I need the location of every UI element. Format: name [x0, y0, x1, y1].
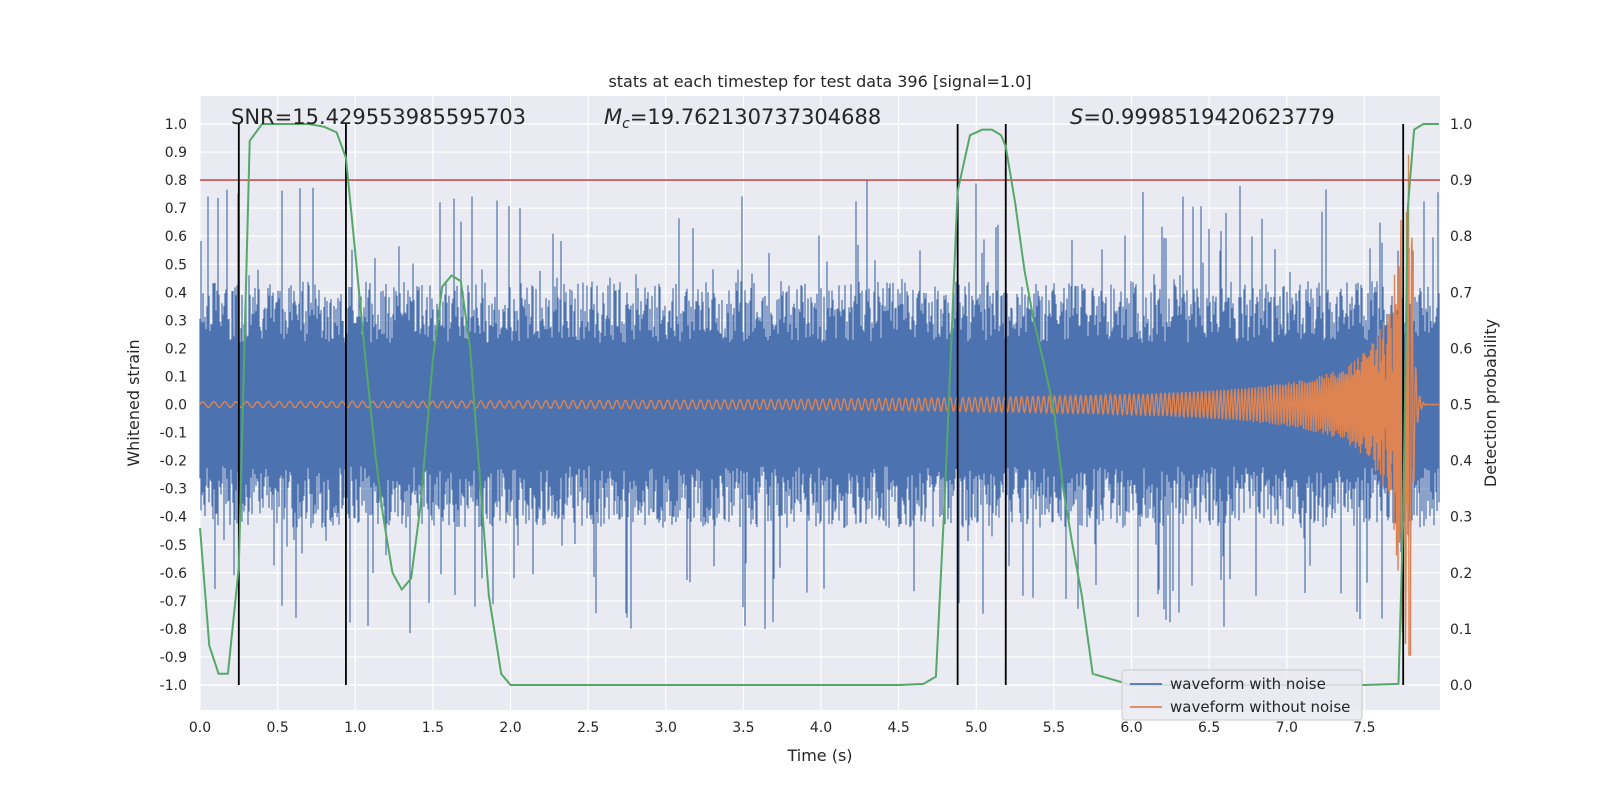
y-tick-label: 0.9 — [165, 145, 187, 161]
y2-axis-label: Detection probability — [1481, 319, 1500, 487]
legend-label-clean: waveform without noise — [1170, 698, 1350, 716]
y-tick-label: -1.0 — [160, 678, 187, 694]
y-tick-label: 0.7 — [165, 201, 187, 217]
x-tick-label: 2.5 — [577, 720, 599, 736]
x-tick-label: 6.5 — [1198, 720, 1220, 736]
y-tick-label: -0.7 — [160, 594, 187, 610]
y2-tick-label: 0.3 — [1450, 510, 1472, 526]
s-annotation: S=0.9998519420623779 — [1070, 105, 1335, 129]
y-tick-label: -0.1 — [160, 426, 187, 442]
legend-box — [1121, 669, 1363, 721]
y2-tick-label: 0.2 — [1450, 566, 1472, 582]
y-tick-label: 0.4 — [165, 285, 187, 301]
s-value: =0.9998519420623779 — [1083, 105, 1334, 129]
y-tick-label: 1.0 — [165, 117, 187, 133]
legend-label-noise: waveform with noise — [1170, 675, 1326, 693]
y2-tick-label: 0.8 — [1450, 229, 1472, 245]
y-tick-label: 0.3 — [165, 313, 187, 329]
x-axis-ticks: 0.0 0.5 1.0 1.5 2.0 2.5 3.0 3.5 4.0 4.5 5.0 5.5 6.0 6… — [189, 720, 1376, 736]
y2-tick-label: 0.4 — [1450, 454, 1472, 470]
s-symbol: S — [1070, 105, 1083, 129]
x-axis-label: Time (s) — [786, 746, 852, 765]
x-tick-label: 7.0 — [1276, 720, 1298, 736]
y2-tick-label: 1.0 — [1450, 117, 1472, 133]
y-tick-label: -0.9 — [160, 650, 187, 666]
x-tick-label: 4.5 — [887, 720, 909, 736]
y-tick-label: 0.8 — [165, 173, 187, 189]
y-tick-label: 0.5 — [165, 257, 187, 273]
chart-title: stats at each timestep for test data 396… — [608, 72, 1031, 91]
y-axis-ticks: 1.0 0.9 0.8 0.7 0.6 0.5 0.4 0.3 0.2 0.1 0.0 -0.1 -0.… — [160, 117, 187, 694]
y-tick-label: -0.3 — [160, 482, 187, 498]
y2-tick-label: 0.9 — [1450, 173, 1472, 189]
probability-trace — [199, 123, 1439, 686]
chirp-mass-annotation: Mc=19.762130737304688 — [604, 105, 881, 132]
x-tick-label: 4.0 — [810, 720, 832, 736]
y2-tick-label: 0.5 — [1450, 398, 1472, 414]
y-axis-label: Whitened strain — [124, 339, 143, 466]
snr-annotation: SNR=15.429553985595703 — [231, 105, 526, 129]
chirp-mass-subscript: c — [622, 116, 630, 132]
y2-tick-label: 0.1 — [1450, 622, 1472, 638]
y-tick-label: -0.6 — [160, 566, 187, 582]
y-tick-label: -0.8 — [160, 622, 187, 638]
y-tick-label: 0.1 — [165, 369, 187, 385]
x-tick-label: 6.0 — [1120, 720, 1142, 736]
y-tick-label: -0.2 — [160, 454, 187, 470]
x-tick-label: 0.0 — [189, 720, 211, 736]
x-tick-label: 2.0 — [499, 720, 521, 736]
x-tick-label: 5.5 — [1043, 720, 1065, 736]
y-tick-label: 0.6 — [165, 229, 187, 245]
x-tick-label: 3.0 — [655, 720, 677, 736]
x-tick-label: 0.5 — [266, 720, 288, 736]
y2-tick-label: 0.0 — [1450, 678, 1472, 694]
y-tick-label: 0.2 — [165, 341, 187, 357]
x-tick-label: 1.0 — [344, 720, 366, 736]
x-tick-label: 3.5 — [732, 720, 754, 736]
clean-waveform — [199, 154, 1440, 656]
y2-tick-label: 0.7 — [1450, 285, 1472, 301]
x-tick-label: 7.5 — [1353, 720, 1375, 736]
chirp-mass-symbol: M — [604, 105, 622, 129]
y2-axis-ticks: 1.0 0.9 0.8 0.7 0.6 0.5 0.4 0.3 0.2 0.1 0.0 — [1450, 117, 1472, 694]
clean-waveform-trace — [199, 154, 1440, 656]
y-tick-label: -0.5 — [160, 538, 187, 554]
vertical-markers — [200, 124, 1440, 685]
detection-probability — [199, 123, 1439, 686]
y2-tick-label: 0.6 — [1450, 341, 1472, 357]
x-tick-label: 1.5 — [422, 720, 444, 736]
y-tick-label: -0.4 — [160, 510, 187, 526]
legend: waveform with noise waveform without noi… — [1121, 669, 1363, 721]
x-tick-label: 5.0 — [965, 720, 987, 736]
chirp-mass-value: =19.762130737304688 — [630, 105, 881, 129]
y-tick-label: 0.0 — [165, 398, 187, 414]
